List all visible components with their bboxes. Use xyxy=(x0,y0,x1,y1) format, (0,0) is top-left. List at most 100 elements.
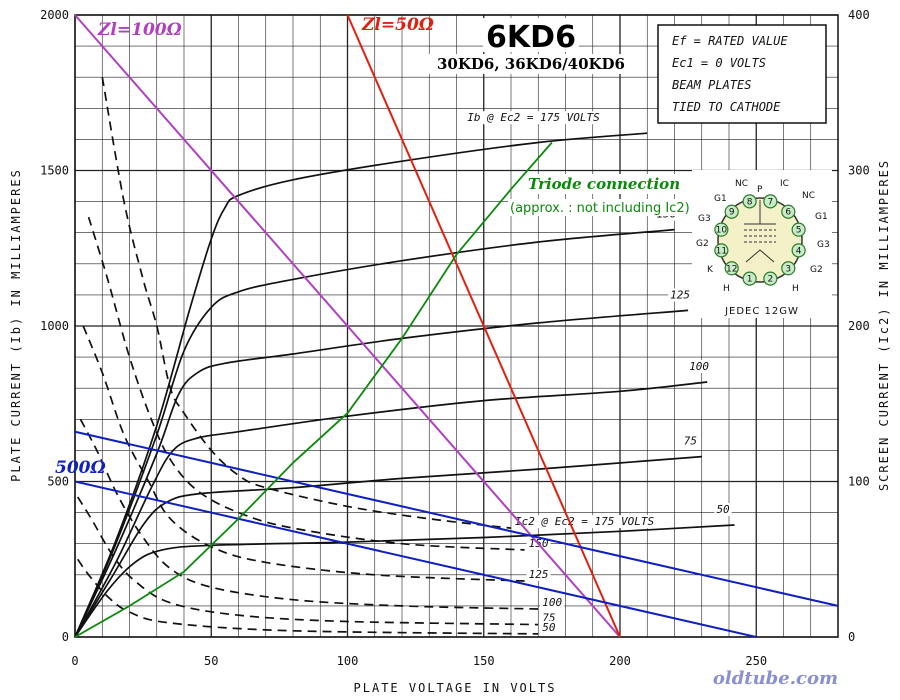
socket-pin-12 xyxy=(724,261,739,276)
socket-pin-number: 3 xyxy=(785,264,791,274)
socket-pin-4 xyxy=(791,243,806,258)
pin-label-k: K xyxy=(707,265,714,275)
pin-label-g1-left: G1 xyxy=(714,194,727,204)
plate-curve-line xyxy=(74,381,708,638)
condition-line-2: Ec1 = 0 VOLTS xyxy=(672,56,766,70)
screen-curve-label-background xyxy=(540,620,558,634)
triode-connection-label: Triode connection xyxy=(528,175,680,193)
x-tick-label: 0 xyxy=(71,654,78,668)
pin-label-h-left: H xyxy=(723,284,730,294)
triode-label-background xyxy=(526,174,692,194)
load-line xyxy=(74,430,839,607)
watermark: oldtube.com xyxy=(713,668,838,689)
x-tick-label: 150 xyxy=(473,654,495,668)
load-line xyxy=(346,14,621,638)
pin-label-g2-right: G2 xyxy=(810,265,823,275)
triode-connection-note: (approx. : not including Ic2) xyxy=(510,201,690,216)
y-right-tick-label: 200 xyxy=(848,319,870,333)
screen-curve-line xyxy=(79,418,539,610)
pin-label-h-right: H xyxy=(792,284,799,294)
plate-curve-label: 75 xyxy=(684,435,697,448)
pin-label-ic: IC xyxy=(780,179,789,189)
load-line xyxy=(74,14,621,638)
plot-frame xyxy=(74,14,839,638)
socket-pin-5 xyxy=(791,222,806,237)
pin-label-nc-left: NC xyxy=(735,179,748,189)
pin-label-g3-left: G3 xyxy=(698,214,711,224)
screen-curve-line xyxy=(77,558,539,635)
plate-curve-line xyxy=(74,228,675,638)
y-tick-label: 2000 xyxy=(40,8,69,22)
plate-curve-label: Ib @ Ec2 = 175 VOLTS xyxy=(467,111,600,124)
y-right-tick-label: 300 xyxy=(848,164,870,178)
socket-pin-number: 7 xyxy=(767,197,773,207)
plate-curve-label-background xyxy=(687,359,711,373)
title-background xyxy=(483,18,579,52)
load-line xyxy=(74,480,757,638)
x-tick-label: 250 xyxy=(745,654,767,668)
socket-pin-1 xyxy=(742,271,757,286)
screen-curve-label-background xyxy=(540,596,565,610)
triode-note-background xyxy=(508,199,696,216)
plate-curve-line xyxy=(74,524,735,638)
plate-curve-label-background xyxy=(714,503,732,517)
socket-pin-number: 1 xyxy=(747,275,753,285)
socket-pin-number: 5 xyxy=(796,226,802,236)
plate-curve-label-background xyxy=(465,111,602,125)
socket-pin-number: 2 xyxy=(767,275,773,285)
y-tick-label: 0 xyxy=(62,630,69,644)
socket-pin-number: 6 xyxy=(785,208,791,218)
condition-line-4: TIED TO CATHODE xyxy=(672,100,781,114)
pin-label-g3-right: G3 xyxy=(817,240,830,250)
condition-line-3: BEAM PLATES xyxy=(672,78,751,92)
socket-pin-7 xyxy=(763,194,778,209)
axis-ticks: 0 50 100 150 200 2500500100015002000010020030… xyxy=(40,8,870,668)
socket-pin-10 xyxy=(714,222,729,237)
zl-100-label: Zl=100Ω xyxy=(97,20,182,40)
socket-pin-11 xyxy=(714,243,729,258)
y-right-tick-label: 0 xyxy=(848,630,855,644)
screen-curve-label-background xyxy=(513,515,656,529)
y-right-tick-label: 100 xyxy=(848,475,870,489)
socket-pin-number: 10 xyxy=(716,226,728,236)
electrode-symbol xyxy=(744,200,776,263)
screen-curve-label: Ic2 @ Ec2 = 175 VOLTS xyxy=(515,515,654,528)
y-tick-label: 1500 xyxy=(40,164,69,178)
socket-pin-number: 4 xyxy=(796,246,802,256)
socket-pin-6 xyxy=(781,204,796,219)
socket-pin-8 xyxy=(742,194,757,209)
load-lines xyxy=(74,14,839,638)
screen-curve-line xyxy=(76,496,539,626)
socket-pin-number: 12 xyxy=(726,264,737,274)
zl-50-label: Zl=50Ω xyxy=(361,15,434,35)
y-right-tick-label: 400 xyxy=(848,8,870,22)
pin-label-g1-right: G1 xyxy=(815,212,828,222)
pin-label-p: P xyxy=(757,185,763,195)
socket-pin-2 xyxy=(763,271,778,286)
x-tick-label: 100 xyxy=(337,654,359,668)
plate-curve-label-background xyxy=(681,434,699,448)
plate-curve-line xyxy=(74,132,648,638)
plate-curve-label: 50 xyxy=(716,503,730,516)
plate-curve-label-background xyxy=(668,288,692,302)
subtitle-background xyxy=(428,54,634,74)
conditions-box xyxy=(657,24,827,124)
screen-curve-label: 100 xyxy=(542,596,562,609)
chart-subtitle: 30KD6, 36KD6/40KD6 xyxy=(437,55,625,73)
plate-curve-line xyxy=(74,455,702,638)
socket-pin-3 xyxy=(781,261,796,276)
socket-circle xyxy=(717,197,803,283)
plate-curve-label: 100 xyxy=(689,360,709,373)
y-tick-label: 1000 xyxy=(40,319,69,333)
chart-title: 6KD6 xyxy=(486,20,576,55)
plate-current-curves: Ib @ Ec2 = 175 VOLTS1501251007550 xyxy=(74,111,735,638)
screen-curve-line xyxy=(82,325,525,582)
y-axis-right-label: SCREEN CURRENT (Ic2) IN MILLIAMPERES xyxy=(877,159,891,491)
screen-curve-line xyxy=(87,216,525,551)
socket-pin-9 xyxy=(724,204,739,219)
plate-curve-label: 125 xyxy=(670,288,690,301)
pin-label-g2-left: G2 xyxy=(696,239,709,249)
